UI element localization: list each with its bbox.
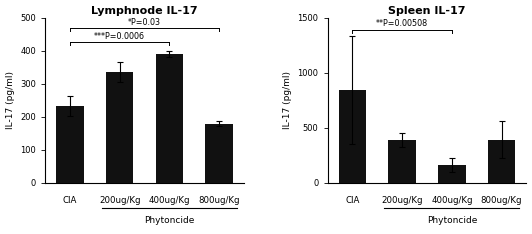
Bar: [56, 106, 84, 183]
Text: Phytoncide: Phytoncide: [427, 216, 477, 225]
Bar: [438, 165, 466, 183]
Text: ***P=0.0006: ***P=0.0006: [94, 32, 145, 41]
Text: 400ug/Kg: 400ug/Kg: [148, 196, 190, 205]
Title: Lymphnode IL-17: Lymphnode IL-17: [91, 6, 198, 15]
Text: 200ug/Kg: 200ug/Kg: [381, 196, 423, 205]
Text: 800ug/Kg: 800ug/Kg: [481, 196, 522, 205]
Text: 200ug/Kg: 200ug/Kg: [99, 196, 140, 205]
Bar: [388, 140, 416, 183]
Text: CIA: CIA: [63, 196, 77, 205]
Text: 400ug/Kg: 400ug/Kg: [431, 196, 472, 205]
Bar: [156, 54, 183, 183]
Text: Phytoncide: Phytoncide: [144, 216, 195, 225]
Y-axis label: IL-17 (pg/ml): IL-17 (pg/ml): [5, 71, 14, 129]
Text: 800ug/Kg: 800ug/Kg: [198, 196, 240, 205]
Y-axis label: IL-17 (pg/ml): IL-17 (pg/ml): [283, 71, 292, 129]
Text: *P=0.03: *P=0.03: [128, 18, 161, 27]
Bar: [205, 124, 233, 183]
Title: Spleen IL-17: Spleen IL-17: [388, 6, 466, 15]
Text: CIA: CIA: [345, 196, 360, 205]
Bar: [106, 72, 134, 183]
Bar: [339, 90, 366, 183]
Text: **P=0.00508: **P=0.00508: [376, 19, 428, 29]
Bar: [488, 140, 516, 183]
